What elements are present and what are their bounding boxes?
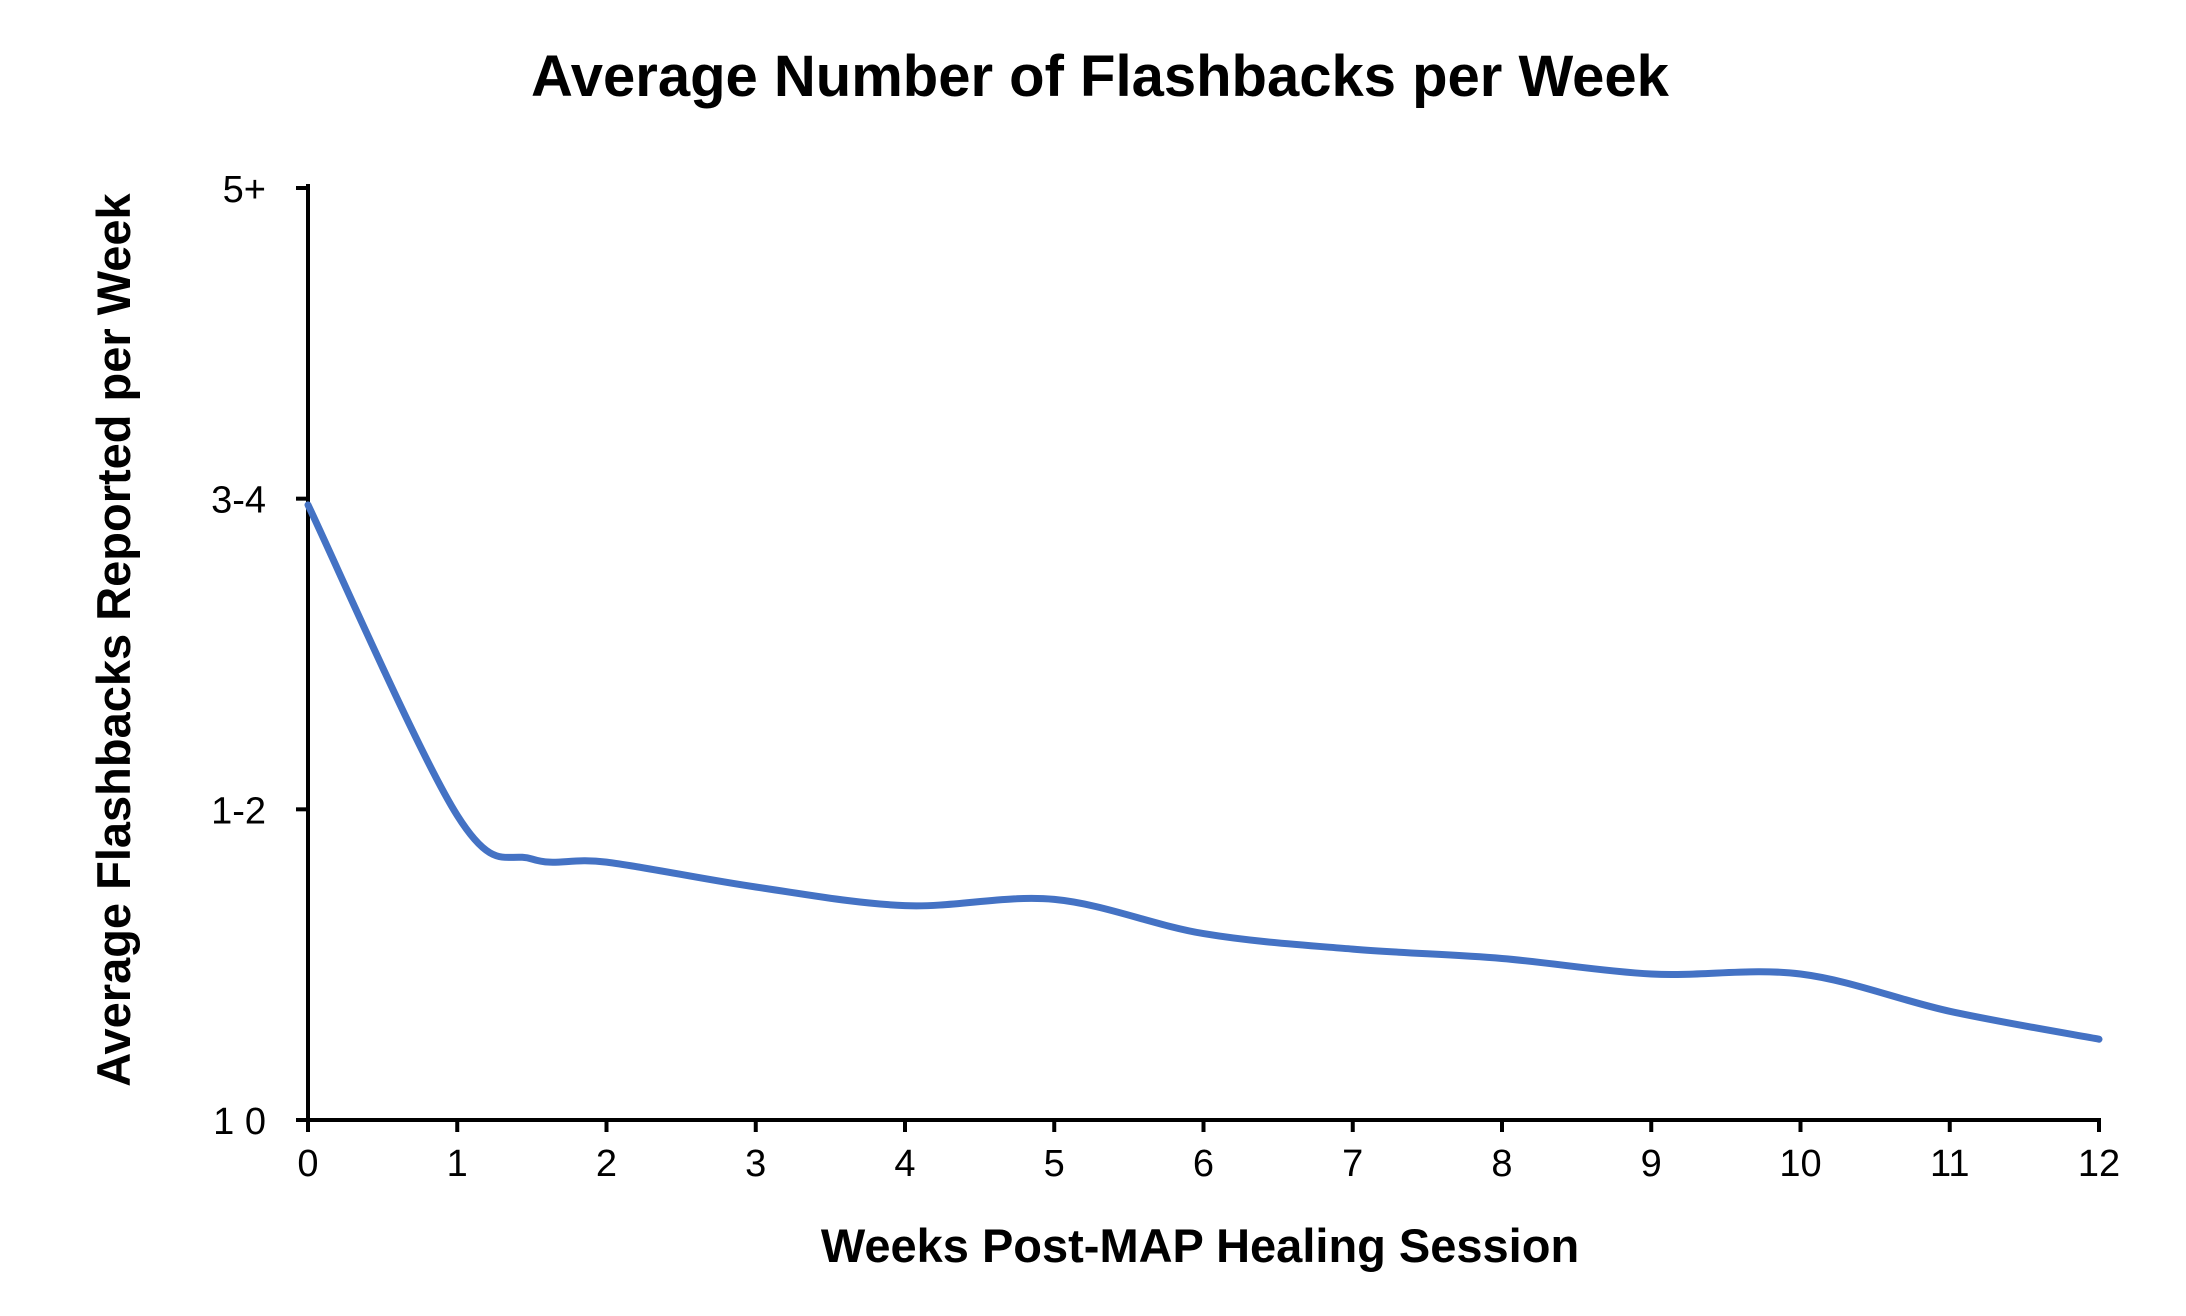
x-tick-label: 2 [596, 1143, 617, 1185]
tick-group: 0 1 2 3 4 5 6 7 8 9 10 11 121 01-23-45+ [211, 169, 2120, 1185]
x-tick-label: 7 [1342, 1143, 1363, 1185]
x-tick-label: 12 [2078, 1143, 2120, 1185]
y-tick-label: 1-2 [211, 790, 266, 832]
y-tick-label: 1 0 [213, 1101, 266, 1143]
x-tick-label: 11 [1930, 1143, 1969, 1185]
x-tick-label: 6 [1193, 1143, 1214, 1185]
x-tick-label: 5 [1044, 1143, 1065, 1185]
y-tick-label: 5+ [223, 169, 266, 211]
x-tick-label: 8 [1491, 1143, 1512, 1185]
y-axis-label: Average Flashbacks Reported per Week [87, 192, 140, 1086]
chart-title: Average Number of Flashbacks per Week [531, 44, 1670, 109]
x-axis-label: Weeks Post-MAP Healing Session [821, 1219, 1579, 1272]
x-tick-label: 4 [894, 1143, 915, 1185]
x-tick-label: 10 [1779, 1143, 1821, 1185]
x-tick-label: 1 [447, 1143, 468, 1185]
series-line [304, 501, 2103, 1043]
x-tick-label: 3 [745, 1143, 766, 1185]
y-tick-label: 3-4 [211, 480, 266, 522]
x-tick-label: 9 [1641, 1143, 1662, 1185]
x-tick-label: 0 [297, 1143, 318, 1185]
